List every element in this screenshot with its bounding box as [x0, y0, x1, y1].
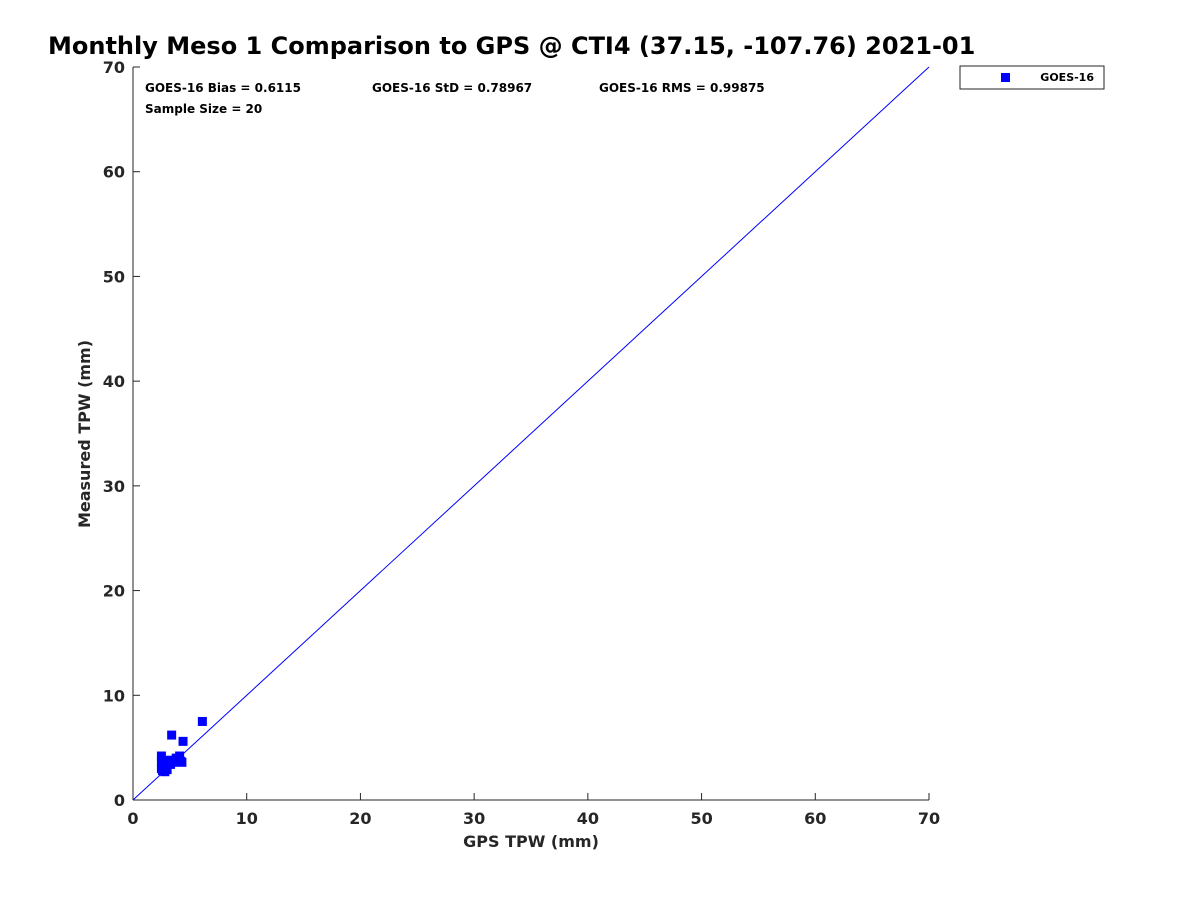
- legend-marker: [1001, 73, 1010, 82]
- y-tick-label: 0: [114, 791, 125, 810]
- y-tick-label: 70: [103, 58, 125, 77]
- data-point: [162, 765, 172, 775]
- y-tick-label: 50: [103, 267, 125, 286]
- x-tick-label: 50: [690, 809, 712, 828]
- x-axis-label: GPS TPW (mm): [463, 832, 599, 851]
- data-point: [197, 716, 207, 726]
- x-tick-label: 10: [236, 809, 258, 828]
- x-ticks: 0 10 20 30 40 50 60 70: [127, 793, 940, 828]
- y-tick-label: 40: [103, 372, 125, 391]
- y-tick-label: 30: [103, 477, 125, 496]
- y-axis-label: Measured TPW (mm): [75, 340, 94, 528]
- legend: GOES-16: [959, 65, 1105, 90]
- rms-annotation: GOES-16 RMS = 0.99875: [599, 81, 765, 95]
- legend-label-goes-16: GOES-16: [1040, 71, 1094, 84]
- x-tick-label: 70: [918, 809, 940, 828]
- x-tick-label: 20: [349, 809, 371, 828]
- one-to-one-line: [132, 66, 930, 801]
- scatter-points: [156, 716, 207, 777]
- x-tick-label: 60: [804, 809, 826, 828]
- chart-title: Monthly Meso 1 Comparison to GPS @ CTI4 …: [48, 32, 975, 60]
- bias-annotation: GOES-16 Bias = 0.6115: [145, 81, 301, 95]
- std-annotation: GOES-16 StD = 0.78967: [372, 81, 532, 95]
- data-point: [175, 751, 185, 761]
- y-tick-label: 20: [103, 582, 125, 601]
- data-point: [156, 751, 166, 761]
- data-point: [156, 756, 166, 766]
- y-ticks: 0 10 20 30 40 50 60 70: [103, 58, 140, 810]
- plot-area: 0 10 20 30 40 50 60 70 0 10 20 30 40 50 60 70: [103, 58, 940, 828]
- data-point: [167, 730, 177, 740]
- x-tick-label: 0: [127, 809, 138, 828]
- y-tick-label: 10: [103, 686, 125, 705]
- data-point: [178, 736, 188, 746]
- data-point: [177, 757, 187, 767]
- x-tick-label: 30: [463, 809, 485, 828]
- x-tick-label: 40: [577, 809, 599, 828]
- sample-size-annotation: Sample Size = 20: [145, 102, 262, 116]
- y-tick-label: 60: [103, 163, 125, 182]
- legend-box: [959, 65, 1105, 90]
